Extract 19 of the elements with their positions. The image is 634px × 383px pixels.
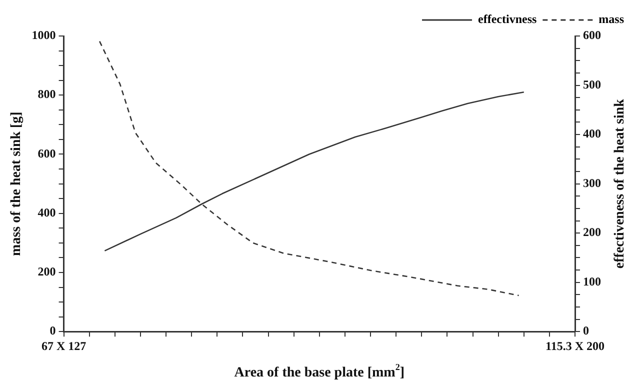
legend-label: mass xyxy=(598,12,624,26)
y2-tick-label: 300 xyxy=(583,176,601,190)
y-tick-label: 0 xyxy=(50,324,56,338)
y-tick-label: 1000 xyxy=(32,28,56,42)
y2-tick-label: 100 xyxy=(583,274,601,288)
y2-axis-title: effectiveness of the heat sink xyxy=(612,98,628,269)
y2-tick-label: 400 xyxy=(583,126,601,141)
y-axis-title: mass of the heat sink [g] xyxy=(9,112,24,256)
y2-tick-label: 200 xyxy=(583,225,601,240)
y-tick-label: 200 xyxy=(38,264,56,279)
x-tick-label: 115.3 X 200 xyxy=(545,338,605,353)
x-tick-label: 67 X 127 xyxy=(41,338,86,353)
y2-tick-label: 0 xyxy=(583,324,589,338)
y-tick-label: 800 xyxy=(38,87,56,102)
y2-tick-label: 500 xyxy=(583,77,601,92)
y2-tick-label: 600 xyxy=(583,28,601,42)
y-tick-label: 600 xyxy=(38,146,56,160)
y-tick-label: 400 xyxy=(38,205,56,220)
legend-label: effectivness xyxy=(478,12,537,26)
